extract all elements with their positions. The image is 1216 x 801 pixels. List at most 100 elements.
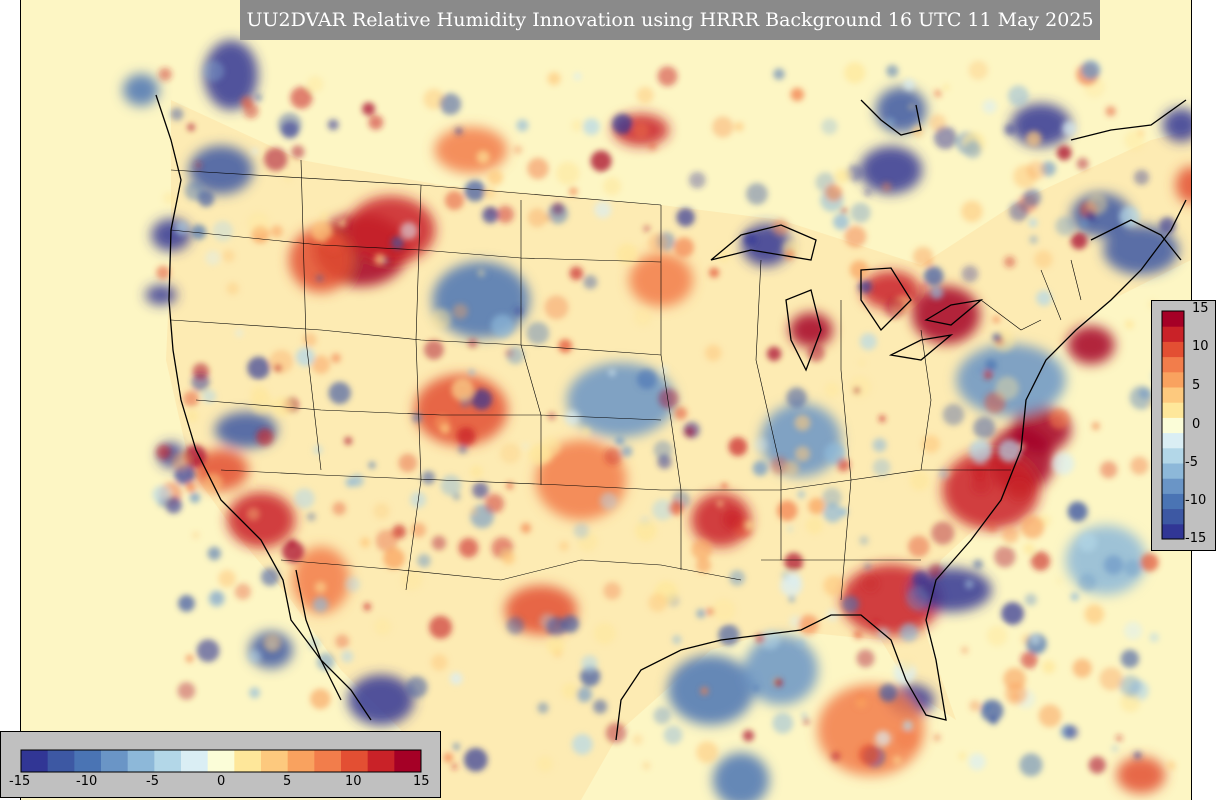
innovation-speck bbox=[187, 123, 196, 132]
innovation-speck bbox=[973, 416, 996, 439]
innovation-speck bbox=[439, 93, 462, 115]
innovation-speck bbox=[467, 338, 478, 349]
innovation-speck bbox=[712, 598, 736, 622]
innovation-speck bbox=[653, 440, 673, 460]
innovation-speck bbox=[862, 575, 879, 592]
innovation-speck bbox=[1064, 725, 1079, 740]
innovation-speck bbox=[648, 593, 668, 612]
great-lakes-outline bbox=[710, 224, 984, 372]
innovation-speck bbox=[247, 356, 270, 380]
innovation-speck bbox=[786, 525, 794, 533]
innovation-speck bbox=[743, 232, 757, 246]
innovation-speck bbox=[561, 615, 580, 633]
west-coastline bbox=[155, 94, 372, 721]
innovation-speck bbox=[246, 507, 260, 521]
innovation-blob bbox=[1067, 325, 1115, 365]
humidity-innovation-map bbox=[21, 0, 1191, 800]
innovation-speck bbox=[745, 520, 755, 530]
innovation-speck bbox=[1081, 60, 1101, 80]
innovation-speck bbox=[858, 359, 865, 367]
innovation-speck bbox=[983, 369, 993, 380]
innovation-speck bbox=[251, 147, 259, 155]
innovation-speck bbox=[961, 200, 983, 223]
colorbar-cell bbox=[47, 750, 75, 772]
innovation-speck bbox=[569, 187, 578, 196]
innovation-speck bbox=[772, 712, 794, 734]
innovation-speck bbox=[481, 270, 488, 277]
innovation-speck bbox=[165, 496, 182, 514]
innovation-speck bbox=[559, 541, 569, 552]
innovation-speck bbox=[969, 700, 981, 712]
innovation-speck bbox=[335, 634, 350, 649]
innovation-speck bbox=[696, 741, 719, 764]
innovation-speck bbox=[547, 72, 561, 86]
innovation-speck bbox=[1133, 751, 1142, 760]
innovation-speck bbox=[674, 406, 688, 420]
innovation-speck bbox=[590, 150, 612, 172]
innovation-speck bbox=[1019, 753, 1043, 777]
innovation-speck bbox=[805, 517, 823, 535]
innovation-speck bbox=[1004, 256, 1016, 268]
innovation-speck bbox=[1120, 692, 1141, 713]
innovation-speck bbox=[506, 616, 525, 635]
innovation-speck bbox=[908, 535, 930, 558]
innovation-speck bbox=[264, 147, 288, 171]
innovation-speck bbox=[658, 388, 679, 409]
innovation-speck bbox=[331, 353, 341, 363]
colorbar-cell bbox=[314, 750, 342, 772]
innovation-speck bbox=[189, 492, 201, 504]
innovation-speck bbox=[320, 212, 329, 221]
innovation-speck bbox=[240, 96, 253, 109]
innovation-speck bbox=[546, 636, 565, 655]
innovation-speck bbox=[1061, 120, 1077, 136]
innovation-speck bbox=[878, 415, 886, 423]
innovation-speck bbox=[294, 488, 315, 509]
innovation-speck bbox=[571, 119, 583, 132]
innovation-speck bbox=[1067, 501, 1089, 522]
innovation-speck bbox=[431, 535, 447, 551]
innovation-speck bbox=[302, 332, 317, 347]
innovation-speck bbox=[196, 639, 220, 663]
innovation-speck bbox=[632, 734, 643, 745]
innovation-speck bbox=[742, 729, 755, 742]
innovation-speck bbox=[431, 654, 448, 671]
innovation-speck bbox=[825, 184, 843, 202]
colorbar-cell bbox=[1162, 356, 1184, 373]
innovation-speck bbox=[185, 482, 196, 493]
innovation-speck bbox=[912, 571, 928, 587]
innovation-blob bbox=[859, 146, 923, 194]
innovation-speck bbox=[1149, 632, 1159, 643]
innovation-speck bbox=[942, 84, 950, 91]
innovation-speck bbox=[1020, 515, 1045, 539]
innovation-speck bbox=[722, 510, 742, 530]
innovation-blob bbox=[789, 312, 833, 348]
innovation-speck bbox=[514, 306, 524, 317]
innovation-speck bbox=[830, 751, 841, 762]
innovation-speck bbox=[1115, 734, 1123, 742]
innovation-speck bbox=[284, 174, 292, 182]
innovation-speck bbox=[1007, 85, 1029, 107]
vcb-tick-m10: -10 bbox=[1185, 493, 1207, 508]
colorbar-cell bbox=[1162, 508, 1184, 525]
innovation-speck bbox=[684, 426, 696, 438]
innovation-speck bbox=[648, 142, 657, 151]
colorbar-cell bbox=[1162, 432, 1184, 449]
innovation-speck bbox=[796, 639, 805, 648]
hcb-tick-0: 0 bbox=[217, 774, 226, 789]
vcb-tick-0: 0 bbox=[1192, 417, 1201, 432]
colorbar-cell bbox=[1162, 447, 1184, 464]
innovation-speck bbox=[984, 704, 991, 711]
innovation-speck bbox=[734, 121, 744, 132]
innovation-speck bbox=[821, 118, 838, 135]
innovation-speck bbox=[1030, 634, 1040, 645]
innovation-speck bbox=[547, 412, 556, 421]
innovation-speck bbox=[580, 666, 601, 687]
innovation-speck bbox=[522, 442, 529, 449]
innovation-speck bbox=[906, 586, 930, 611]
innovation-speck bbox=[986, 625, 1008, 647]
vcb-tick-10: 10 bbox=[1192, 339, 1209, 354]
innovation-speck bbox=[472, 482, 489, 499]
innovation-speck bbox=[691, 539, 713, 561]
innovation-speck bbox=[183, 390, 200, 407]
innovation-speck bbox=[1088, 756, 1106, 774]
